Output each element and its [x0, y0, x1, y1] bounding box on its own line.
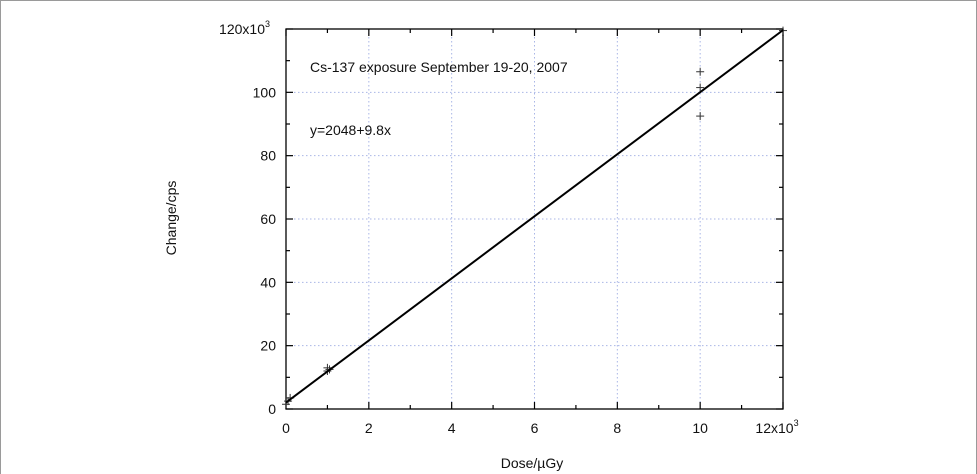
x-axis-title: Dose/µGy — [501, 455, 564, 471]
x-tick-label: 4 — [448, 420, 456, 436]
x-exponent: 3 — [794, 418, 799, 428]
x-tick-labels: 0 2 4 6 8 10 12x103 — [282, 418, 798, 436]
x-tick-label: 0 — [282, 420, 290, 436]
data-point — [696, 83, 705, 92]
data-point — [696, 67, 705, 76]
annotation-title: Cs-137 exposure September 19-20, 2007 — [310, 59, 568, 75]
annotation-fit-equation: y=2048+9.8x — [310, 122, 391, 138]
y-axis-title: Change/cps — [163, 181, 179, 256]
y-tick-label: 120x103 — [219, 19, 270, 37]
y-tick-label: 80 — [260, 148, 276, 164]
axis-ticks — [285, 28, 784, 410]
data-point — [696, 112, 705, 121]
x-tick-label: 6 — [531, 420, 539, 436]
y-tick-label: 40 — [260, 274, 276, 290]
grid-lines — [286, 29, 783, 409]
x-tick-label: 10 — [692, 420, 708, 436]
x-tick-label: 8 — [613, 420, 621, 436]
fit-line — [285, 29, 784, 404]
y-tick-label: 100 — [253, 84, 277, 100]
y-tick-labels: 0 20 40 60 80 100 120x103 — [219, 19, 276, 417]
x-tick-label: 2 — [365, 420, 373, 436]
y-tick-label: 0 — [268, 401, 276, 417]
y-exponent: 3 — [265, 19, 270, 29]
y-tick-label: 60 — [260, 211, 276, 227]
y-tick-label: 20 — [260, 338, 276, 354]
x-tick-label: 12x103 — [755, 418, 798, 436]
